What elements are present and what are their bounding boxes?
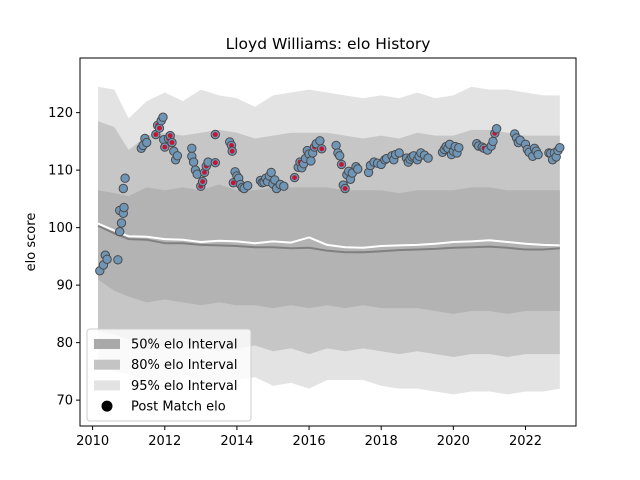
post-match-point bbox=[533, 149, 543, 160]
legend-marker bbox=[101, 400, 113, 412]
legend-label: 80% elo Interval bbox=[131, 358, 238, 373]
post-match-point bbox=[172, 151, 183, 161]
legend-label: Post Match elo bbox=[131, 400, 226, 415]
legend-swatch bbox=[94, 339, 120, 349]
post-match-win-marker bbox=[339, 162, 344, 167]
post-match-win-marker bbox=[229, 148, 235, 154]
x-axis: 2010 2012 2014 2016 2018 2020 2022 bbox=[76, 426, 542, 449]
post-match-point bbox=[102, 254, 112, 264]
post-match-win-marker bbox=[169, 140, 175, 145]
legend-swatch bbox=[94, 380, 120, 391]
post-match-win-marker bbox=[200, 179, 206, 185]
post-match-point bbox=[118, 183, 129, 194]
x-tick-label: 2012 bbox=[148, 434, 181, 449]
post-match-win-marker bbox=[202, 170, 207, 175]
post-match-point bbox=[306, 156, 316, 166]
y-tick-label: 90 bbox=[56, 279, 73, 294]
post-match-point bbox=[315, 136, 325, 146]
x-tick-label: 2014 bbox=[220, 434, 253, 449]
post-match-point bbox=[120, 173, 130, 183]
y-tick-label: 100 bbox=[48, 221, 73, 236]
post-match-win-marker bbox=[230, 180, 236, 186]
post-match-point bbox=[115, 227, 125, 237]
post-match-point bbox=[187, 143, 197, 154]
post-match-win-marker bbox=[167, 133, 173, 139]
chart-title: Lloyd Williams: elo History bbox=[226, 35, 431, 53]
post-match-point bbox=[142, 137, 152, 148]
y-axis-label: elo score bbox=[24, 213, 39, 272]
post-match-point bbox=[331, 140, 341, 151]
legend-swatch bbox=[94, 359, 120, 370]
mean-elo-line bbox=[97, 224, 560, 254]
post-match-win-marker bbox=[162, 144, 168, 150]
post-match-win-marker bbox=[319, 146, 325, 152]
post-match-point bbox=[116, 218, 127, 228]
band-50-interval bbox=[98, 184, 560, 314]
median-elo-line bbox=[97, 222, 560, 249]
post-match-point bbox=[454, 143, 464, 153]
post-match-point bbox=[158, 112, 168, 122]
post-match-point bbox=[353, 164, 363, 174]
post-match-point bbox=[113, 255, 123, 265]
x-tick-label: 2016 bbox=[293, 434, 326, 449]
post-match-point bbox=[555, 143, 565, 153]
y-tick-label: 120 bbox=[48, 106, 73, 121]
x-tick-label: 2018 bbox=[365, 434, 398, 449]
y-tick-label: 110 bbox=[48, 164, 73, 179]
x-tick-label: 2020 bbox=[437, 434, 470, 449]
plot-area bbox=[95, 86, 565, 395]
post-match-point bbox=[243, 181, 253, 191]
post-match-point bbox=[266, 167, 276, 178]
post-match-point bbox=[394, 148, 404, 158]
x-tick-label: 2010 bbox=[76, 434, 109, 449]
post-match-point bbox=[188, 157, 199, 167]
y-tick-label: 80 bbox=[56, 336, 73, 351]
central-lines bbox=[97, 222, 560, 254]
post-match-win-marker bbox=[342, 186, 348, 191]
post-match-point bbox=[491, 124, 502, 134]
post-match-points bbox=[95, 112, 565, 276]
legend: 50% elo Interval 80% elo Interval 95% elo … bbox=[86, 328, 252, 422]
y-axis: 70 80 90 100 110 120 bbox=[48, 106, 80, 409]
post-match-win-marker bbox=[212, 160, 218, 166]
post-match-win-marker bbox=[153, 132, 159, 137]
post-match-win-marker bbox=[292, 175, 297, 181]
legend-label: 95% elo Interval bbox=[131, 379, 238, 394]
y-tick-label: 70 bbox=[56, 394, 73, 409]
axes-frame bbox=[79, 57, 577, 427]
post-match-point bbox=[488, 136, 498, 147]
post-match-point bbox=[335, 151, 345, 161]
post-match-win-marker bbox=[157, 125, 162, 131]
legend-box bbox=[86, 328, 252, 422]
post-match-point bbox=[423, 153, 433, 163]
x-tick-label: 2022 bbox=[509, 434, 542, 449]
post-match-point bbox=[279, 181, 289, 191]
post-match-win-marker bbox=[212, 132, 218, 137]
legend-label: 50% elo Interval bbox=[131, 338, 238, 353]
post-match-point bbox=[119, 202, 129, 213]
